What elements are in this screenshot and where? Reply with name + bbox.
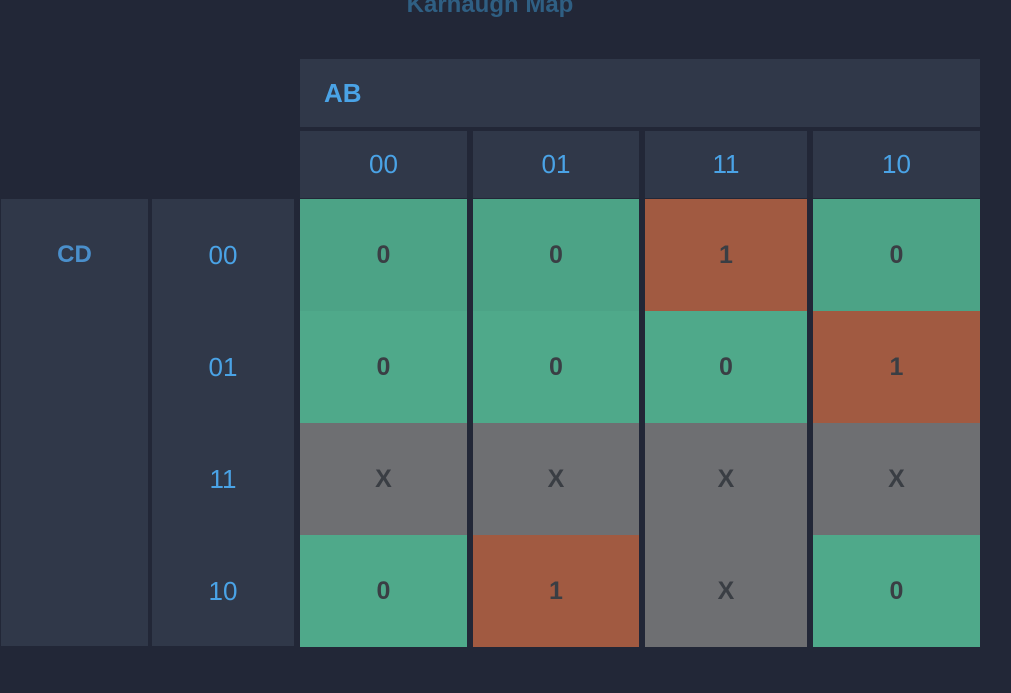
column-header: 10 xyxy=(813,131,980,198)
ab-header: AB xyxy=(300,59,980,127)
kmap-cell: 0 xyxy=(473,199,639,311)
diagram-title: Karnaugh Map xyxy=(406,0,574,18)
column-header: 01 xyxy=(473,131,639,198)
column-header: 00 xyxy=(300,131,467,198)
kmap-cell: X xyxy=(645,423,807,535)
kmap-cell: X xyxy=(473,423,639,535)
row-header: 01 xyxy=(208,351,238,382)
ab-label: AB xyxy=(324,77,362,108)
kmap-cell: 0 xyxy=(813,535,980,647)
row-header-column: 00 01 11 10 xyxy=(152,199,294,646)
kmap-cell: 0 xyxy=(473,311,639,423)
kmap-cell: 0 xyxy=(645,311,807,423)
row-header: 10 xyxy=(208,575,238,606)
kmap-cell: 1 xyxy=(813,311,980,423)
kmap-cell: X xyxy=(300,423,467,535)
cd-header: CD xyxy=(1,199,148,646)
kmap-cell: 0 xyxy=(300,199,467,311)
kmap-cell: 1 xyxy=(645,199,807,311)
kmap-cell: 1 xyxy=(473,535,639,647)
row-header: 11 xyxy=(209,463,237,494)
kmap-cell: 0 xyxy=(300,311,467,423)
kmap-cell: 0 xyxy=(813,199,980,311)
cd-label: CD xyxy=(57,241,92,268)
row-header: 00 xyxy=(208,239,238,270)
kmap-cell: X xyxy=(645,535,807,647)
kmap-cell: 0 xyxy=(300,535,467,647)
kmap-cell: X xyxy=(813,423,980,535)
column-header: 11 xyxy=(645,131,807,198)
